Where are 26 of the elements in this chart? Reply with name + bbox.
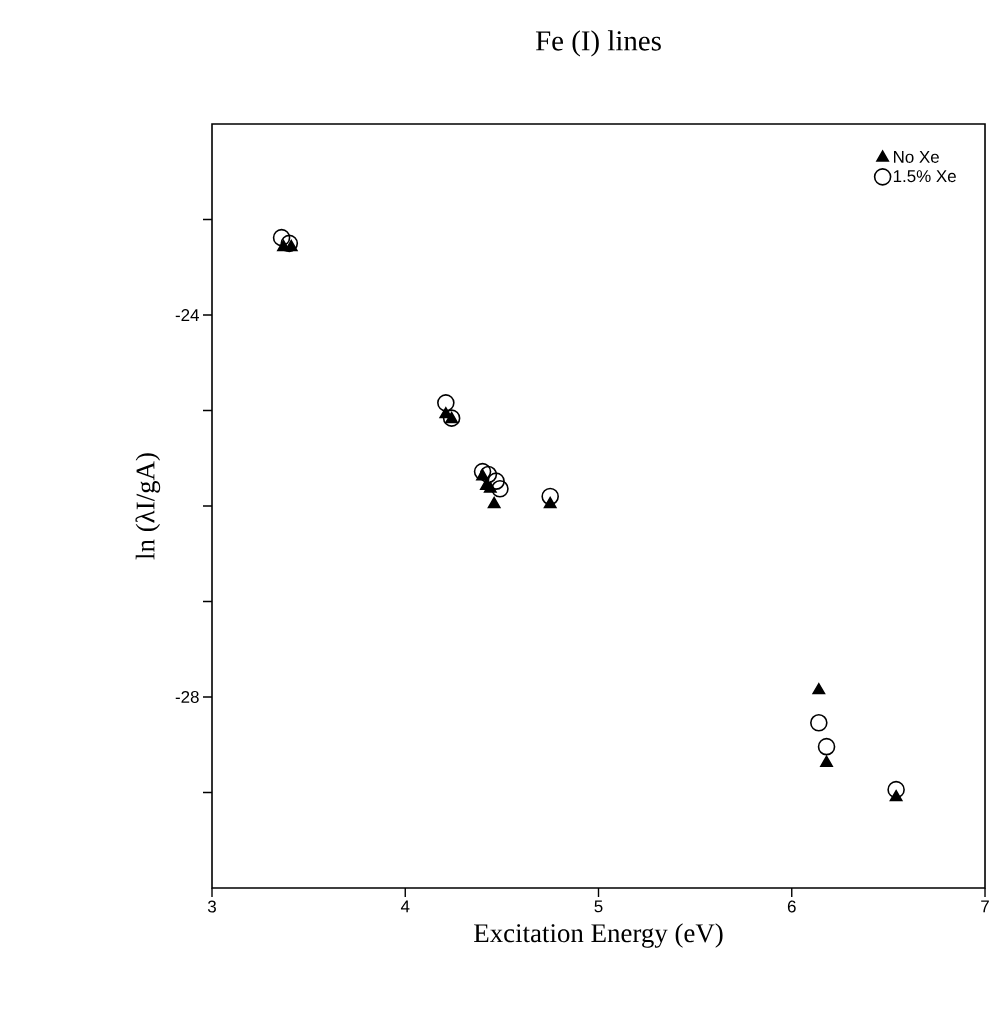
point	[479, 465, 498, 484]
x-axis-title: Excitation Energy (eV)	[474, 923, 723, 948]
point	[820, 755, 833, 767]
point	[280, 234, 299, 253]
point	[812, 683, 826, 695]
point	[541, 487, 559, 506]
x-tick-label: 5	[594, 900, 603, 913]
x-tick-label: 6	[787, 900, 796, 913]
y-axis-title: ln (λI/gA)	[135, 453, 161, 560]
point	[473, 462, 492, 481]
x-tick-label: 7	[981, 900, 989, 913]
point	[437, 394, 455, 412]
point	[810, 713, 828, 732]
legend-label: 1.5% Xe	[893, 170, 956, 183]
point	[487, 472, 505, 490]
y-tick-label: -28	[175, 691, 199, 703]
point	[817, 737, 836, 756]
point	[491, 480, 509, 498]
legend-label: No Xe	[894, 151, 939, 163]
point	[487, 496, 501, 509]
point	[272, 228, 291, 247]
chart-title: Fe (I) lines	[535, 30, 661, 57]
x-tick-label: 3	[207, 900, 216, 913]
point	[887, 780, 905, 799]
x-tick-label: 4	[400, 900, 410, 913]
y-tick-label: -24	[175, 309, 199, 321]
